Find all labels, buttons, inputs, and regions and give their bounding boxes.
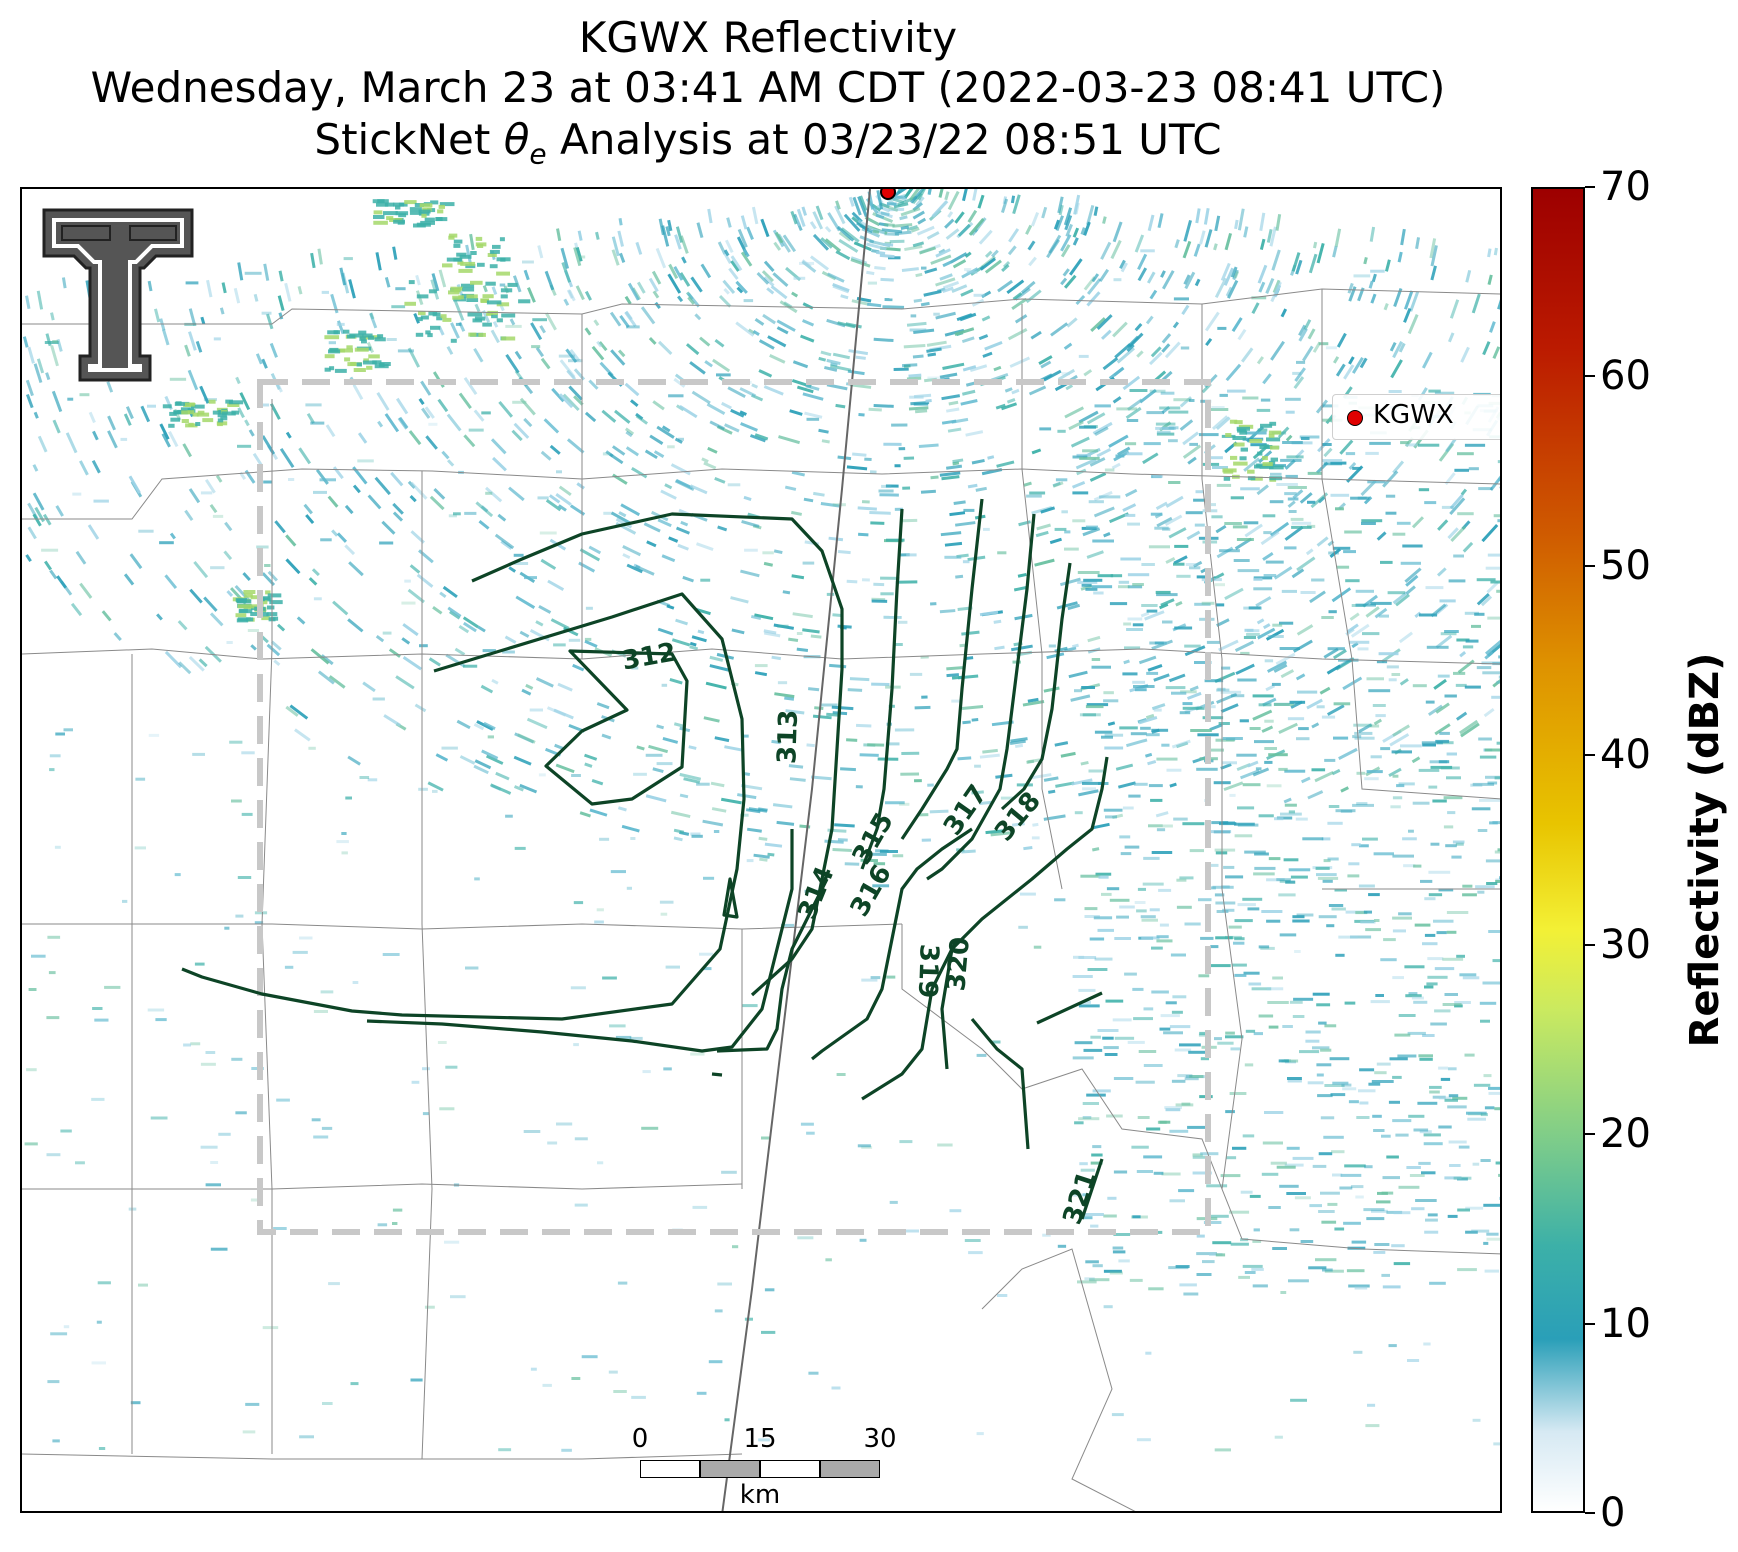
contour-label-313: 313 — [772, 709, 804, 764]
scale-segment — [700, 1460, 760, 1478]
scale-tick-30: 30 — [863, 1424, 897, 1454]
colorbar-tick-label: 10 — [1600, 1300, 1651, 1347]
scale-unit: km — [739, 1480, 781, 1510]
scale-segment — [820, 1460, 880, 1478]
map-canvas: 312 313 314 315 316 317 318 319 320 321 — [22, 189, 1500, 1511]
state-boundary — [721, 189, 871, 1511]
county-boundaries — [22, 288, 1500, 1511]
contour-label-312: 312 — [620, 637, 679, 676]
colorbar-tick-label: 30 — [1600, 921, 1651, 968]
colorbar-tick-label: 0 — [1600, 1490, 1626, 1536]
scale-tick-0: 0 — [631, 1424, 649, 1454]
contour-label-320: 320 — [941, 936, 976, 993]
map-subtitle-time: Wednesday, March 23 at 03:41 AM CDT (202… — [90, 63, 1446, 112]
radar-map[interactable]: 312 313 314 315 316 317 318 319 320 321 … — [20, 187, 1502, 1513]
map-subtitle-analysis: StickNet θe Analysis at 03/23/22 08:51 U… — [314, 115, 1222, 171]
colorbar-tick-mark — [1585, 1133, 1595, 1136]
theta-e-contours — [181, 498, 1109, 1220]
colorbar-tick-label: 50 — [1600, 542, 1651, 589]
colorbar-tick-mark — [1585, 564, 1595, 567]
colorbar-tick-label: 20 — [1600, 1111, 1651, 1158]
colorbar-tick-label: 60 — [1600, 353, 1651, 400]
double-t-logo-icon — [42, 208, 194, 382]
texas-tech-logo — [40, 206, 200, 390]
contour-label-314: 314 — [792, 862, 840, 924]
colorbar-tick-mark — [1585, 186, 1595, 188]
scale-segment — [640, 1460, 700, 1478]
colorbar-tick-mark — [1585, 375, 1595, 378]
contour-label-317: 317 — [938, 779, 994, 841]
contour-label-321: 321 — [1057, 1167, 1102, 1228]
colorbar-tick-mark — [1585, 943, 1595, 946]
colorbar-tick-mark — [1585, 1322, 1595, 1325]
legend-label: KGWX — [1373, 400, 1454, 430]
map-title: KGWX Reflectivity — [578, 13, 958, 62]
radar-echoes — [22, 189, 1500, 1452]
contour-label-316: 316 — [845, 860, 898, 922]
contour-label-315: 315 — [847, 808, 900, 870]
colorbar-tick-mark — [1585, 1512, 1595, 1514]
kgwx-radar-site-marker — [880, 189, 896, 200]
colorbar-tick-label: 40 — [1600, 732, 1651, 779]
analysis-domain-box — [257, 379, 1211, 1235]
map-legend: KGWX — [1332, 394, 1500, 440]
colorbar-tick-mark — [1585, 754, 1595, 757]
scale-tick-15: 15 — [743, 1424, 777, 1454]
kgwx-marker-icon — [1347, 410, 1363, 426]
contour-label-319: 319 — [912, 943, 944, 998]
reflectivity-colorbar — [1531, 187, 1585, 1513]
scale-segment — [760, 1460, 820, 1478]
distance-scale-bar: 0 15 30 km — [632, 1420, 897, 1510]
colorbar-title: Reflectivity (dBZ) — [1682, 652, 1728, 1048]
colorbar-tick-label: 70 — [1600, 164, 1651, 210]
